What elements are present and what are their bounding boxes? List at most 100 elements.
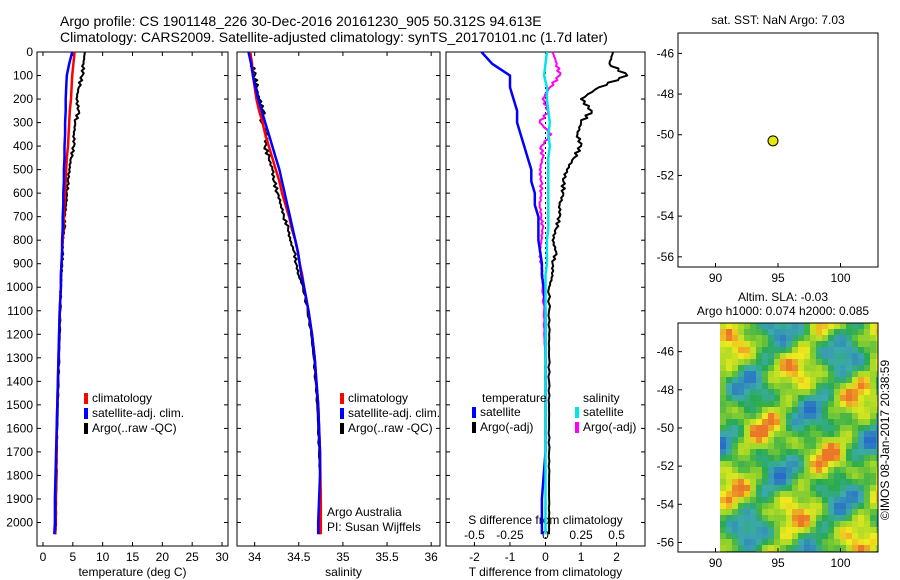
map-sla-cell: [780, 413, 786, 419]
map-sla-cell: [828, 437, 834, 443]
map-sla-cell: [732, 455, 738, 461]
map-sla-cell: [834, 503, 840, 509]
map-sla-cell: [732, 449, 738, 455]
map-sla-cell: [798, 425, 804, 431]
map-sla-cell: [768, 323, 774, 329]
map-sla-cell: [822, 437, 828, 443]
map-sla-cell: [810, 407, 816, 413]
map-sla-cell: [738, 323, 744, 329]
map-sla-cell: [846, 413, 852, 419]
map-sla-cell: [798, 509, 804, 515]
map-sla-cell: [864, 533, 870, 539]
map-sla-cell: [858, 521, 864, 527]
map-sla-cell: [780, 485, 786, 491]
map-sla-cell: [852, 461, 858, 467]
map-sla-cell: [816, 431, 822, 437]
temp-ytick-label: 1100: [7, 304, 33, 318]
map-sla-cell: [828, 401, 834, 407]
map-sla-cell: [822, 383, 828, 389]
temp-ytick-label: 1300: [6, 351, 33, 365]
map-sla-cell: [840, 425, 846, 431]
map-sla-cell: [720, 383, 726, 389]
map-sla-cell: [870, 527, 876, 533]
map-sla-cell: [816, 413, 822, 419]
map-sla-cell: [870, 497, 876, 503]
map-sla-cell: [810, 371, 816, 377]
map-sla-cell: [738, 341, 744, 347]
map-sla-cell: [876, 479, 878, 485]
map-sla-cell: [834, 395, 840, 401]
map-sla-cell: [834, 479, 840, 485]
map-sla-cell: [720, 335, 726, 341]
map-sla-cell: [816, 353, 822, 359]
map-sla-cell: [816, 461, 822, 467]
sal-xtick-label: 34.5: [287, 550, 311, 564]
map-sla-cell: [822, 347, 828, 353]
map-sla-cell: [870, 413, 876, 419]
map-sla-cell: [756, 497, 762, 503]
map-sla-cell: [744, 401, 750, 407]
map-sla-cell: [834, 401, 840, 407]
temp-ytick-label: 1500: [6, 398, 33, 412]
map-sla-cell: [876, 341, 878, 347]
map-sla-cell: [816, 521, 822, 527]
map-sla-cell: [732, 503, 738, 509]
map-sst-xtick-label: 100: [830, 271, 850, 285]
map-sla-cell: [870, 443, 876, 449]
map-sla-cell: [768, 437, 774, 443]
map-sla-cell: [786, 407, 792, 413]
diff-sal-tick-label: -0.5: [464, 528, 485, 542]
map-sla-cell: [810, 503, 816, 509]
map-sla-cell: [828, 365, 834, 371]
map-sla-cell: [822, 419, 828, 425]
map-sla-cell: [828, 545, 834, 551]
map-sla-cell: [744, 371, 750, 377]
map-sla-cell: [780, 365, 786, 371]
map-sla-cell: [750, 365, 756, 371]
map-sla-cell: [732, 365, 738, 371]
sal-annotation-operator: Argo Australia: [327, 505, 402, 519]
map-sla-cell: [780, 401, 786, 407]
map-sla-cell: [744, 515, 750, 521]
map-sla-cell: [732, 461, 738, 467]
diff-xtick-label: 2: [613, 550, 620, 564]
map-sla-cell: [846, 359, 852, 365]
map-sla-cell: [816, 485, 822, 491]
map-sla-cell: [726, 515, 732, 521]
map-sla-cell: [864, 347, 870, 353]
map-sla-cell: [786, 323, 792, 329]
map-sla-cell: [720, 539, 726, 545]
map-sla-cell: [864, 389, 870, 395]
diff-sal-legend-swatch: [575, 407, 579, 418]
map-sla-cell: [750, 419, 756, 425]
map-sla-cell: [876, 539, 878, 545]
map-sla-cell: [834, 413, 840, 419]
map-sla-cell: [738, 407, 744, 413]
map-sla-cell: [774, 401, 780, 407]
map-sla-cell: [828, 425, 834, 431]
map-sla-cell: [822, 395, 828, 401]
map-sla-cell: [870, 455, 876, 461]
map-sla-cell: [828, 515, 834, 521]
map-sla-cell: [840, 509, 846, 515]
map-sla-ytick-label: -56: [657, 535, 675, 549]
map-sla-cell: [846, 455, 852, 461]
map-sst-ytick-label: -54: [657, 209, 675, 223]
map-sla-cell: [774, 527, 780, 533]
map-sla-cell: [822, 479, 828, 485]
map-sla-cell: [750, 341, 756, 347]
map-sla-cell: [834, 509, 840, 515]
map-sla-cell: [756, 335, 762, 341]
map-sla-cell: [726, 449, 732, 455]
map-sla-cell: [744, 437, 750, 443]
map-sla-cell: [792, 323, 798, 329]
map-sla-cell: [810, 497, 816, 503]
map-sla-cell: [822, 407, 828, 413]
map-sla-cell: [750, 377, 756, 383]
temp-ytick-label: 0: [26, 45, 33, 59]
map-sla-cell: [726, 539, 732, 545]
map-sla-cell: [840, 443, 846, 449]
map-sla-cell: [744, 341, 750, 347]
map-sla-cell: [786, 461, 792, 467]
map-sla-cell: [804, 545, 810, 551]
